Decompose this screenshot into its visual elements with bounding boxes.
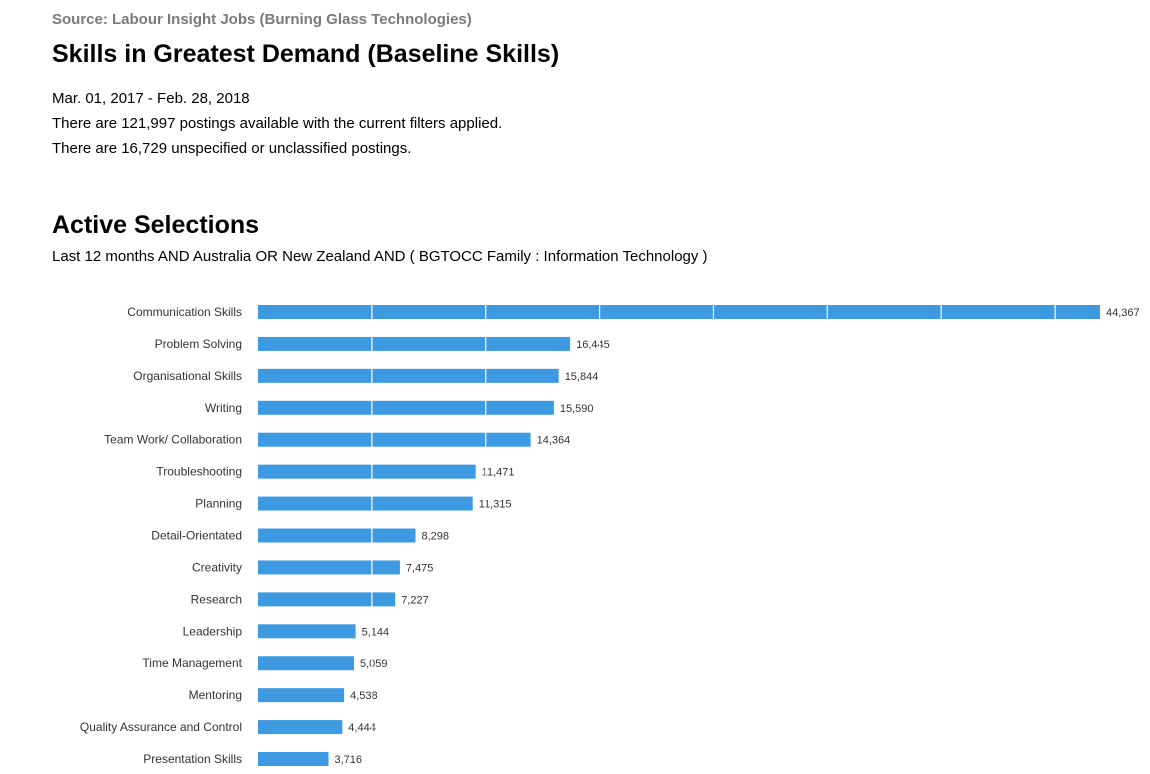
bar bbox=[258, 432, 531, 447]
active-selections-heading: Active Selections bbox=[52, 211, 260, 239]
bar bbox=[258, 368, 559, 383]
skills-bar-chart: Communication Skills 44,367 Problem Solvin… bbox=[80, 304, 1140, 768]
bar bbox=[258, 464, 476, 479]
value-label: 7,227 bbox=[401, 594, 429, 606]
bar bbox=[258, 592, 396, 607]
value-label: 11,471 bbox=[482, 467, 515, 479]
category-label: Quality Assurance and Control bbox=[80, 720, 242, 734]
bar bbox=[258, 656, 354, 671]
bar bbox=[258, 528, 416, 543]
value-label: 15,590 bbox=[560, 403, 594, 415]
category-label: Writing bbox=[205, 401, 242, 415]
bar bbox=[258, 752, 329, 767]
category-label: Team Work/ Collaboration bbox=[104, 433, 242, 447]
value-label: 11,315 bbox=[479, 499, 512, 511]
value-label: 7,475 bbox=[406, 562, 434, 574]
category-label: Detail-Orientated bbox=[151, 529, 242, 543]
source-line: Source: Labour Insight Jobs (Burning Gla… bbox=[52, 11, 472, 28]
value-label: 16,445 bbox=[576, 339, 610, 351]
category-label: Creativity bbox=[192, 560, 242, 574]
value-label: 5,144 bbox=[362, 626, 390, 638]
bar bbox=[258, 305, 1100, 319]
value-label: 44,367 bbox=[1106, 307, 1140, 319]
date-range: Mar. 01, 2017 - Feb. 28, 2018 bbox=[52, 90, 250, 107]
active-selections-text: Last 12 months AND Australia OR New Zeal… bbox=[52, 248, 708, 265]
value-label: 14,364 bbox=[537, 435, 571, 447]
value-label: 8,298 bbox=[422, 531, 450, 543]
postings-count: There are 121,997 postings available wit… bbox=[52, 115, 503, 132]
category-label: Presentation Skills bbox=[143, 752, 242, 766]
category-label: Time Management bbox=[142, 656, 242, 670]
bar bbox=[258, 400, 554, 415]
value-label: 4,444 bbox=[348, 722, 376, 734]
bar bbox=[258, 624, 356, 639]
category-label: Organisational Skills bbox=[133, 369, 242, 383]
value-label: 4,538 bbox=[350, 690, 378, 702]
page-title: Skills in Greatest Demand (Baseline Skil… bbox=[52, 40, 560, 68]
unclassified-count: There are 16,729 unspecified or unclassi… bbox=[52, 140, 412, 157]
category-label: Troubleshooting bbox=[156, 465, 242, 479]
value-label: 15,844 bbox=[565, 371, 599, 383]
value-label: 3,716 bbox=[335, 754, 363, 766]
bar bbox=[258, 688, 345, 703]
category-label: Leadership bbox=[183, 624, 243, 638]
category-label: Mentoring bbox=[189, 688, 242, 702]
category-label: Problem Solving bbox=[155, 337, 242, 351]
category-label: Research bbox=[191, 592, 242, 606]
category-label: Communication Skills bbox=[127, 305, 242, 319]
bar bbox=[258, 496, 473, 511]
bar bbox=[258, 560, 400, 575]
bar bbox=[258, 336, 571, 351]
bar bbox=[258, 720, 343, 735]
value-label: 5,059 bbox=[360, 658, 388, 670]
category-label: Planning bbox=[195, 497, 242, 511]
